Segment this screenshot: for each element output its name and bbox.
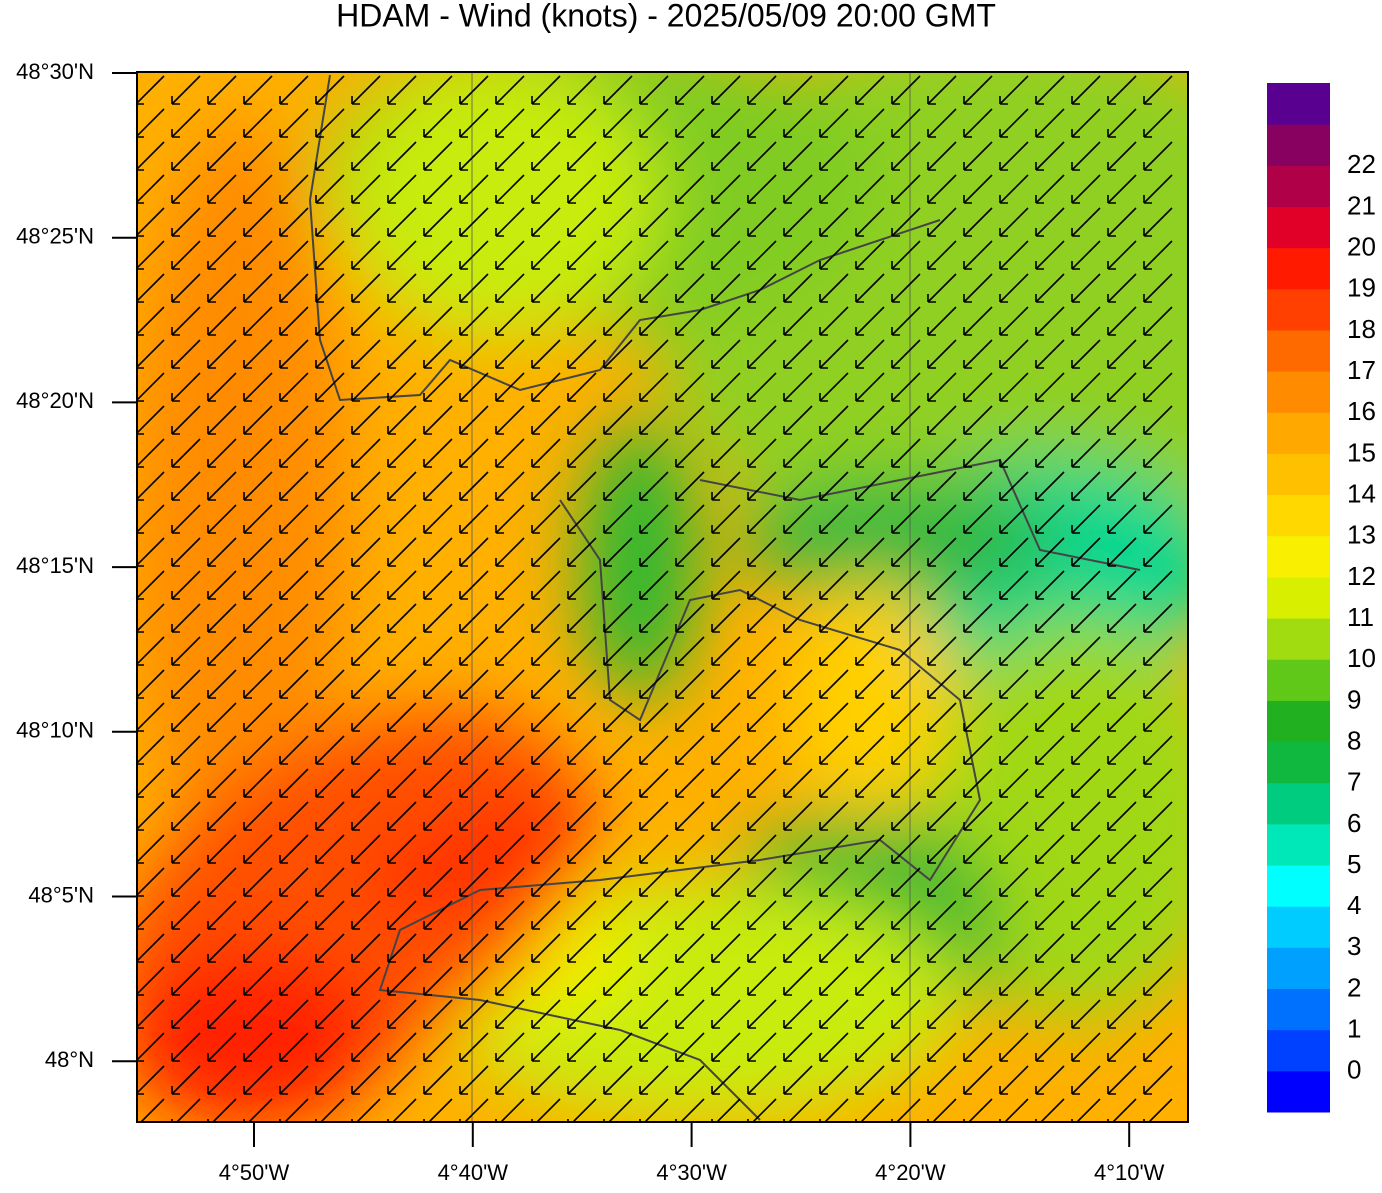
colorbar-label: 20 (1347, 232, 1376, 262)
colorbar-label: 16 (1347, 396, 1376, 426)
colorbar-label: 10 (1347, 643, 1376, 673)
colorbar-box (1267, 453, 1330, 496)
y-tick-label: 48°N (45, 1047, 94, 1072)
colorbar-box (1267, 124, 1330, 166)
colorbar-box (1267, 865, 1330, 907)
colorbar-box (1267, 782, 1330, 825)
colorbar-box (1267, 576, 1330, 619)
colorbar-label: 17 (1347, 355, 1376, 385)
colorbar-label: 4 (1347, 890, 1361, 920)
colorbar-box (1267, 700, 1330, 743)
colorbar-box (1267, 83, 1330, 125)
colorbar-label: 1 (1347, 1014, 1361, 1044)
colorbar-label: 22 (1347, 149, 1376, 179)
colorbar-box (1267, 659, 1330, 701)
x-tick-label: 4°50'W (219, 1160, 290, 1185)
colorbar-box (1267, 741, 1330, 784)
colorbar-box (1267, 371, 1330, 413)
colorbar-label: 14 (1347, 478, 1376, 508)
colorbar-label: 5 (1347, 849, 1361, 879)
y-tick-label: 48°25'N (16, 224, 94, 249)
colorbar-label: 19 (1347, 273, 1376, 303)
colorbar-label: 2 (1347, 972, 1361, 1002)
colorbar-box (1267, 329, 1330, 372)
colorbar-box (1267, 494, 1330, 537)
wind-field (137, 72, 1188, 1122)
colorbar-box (1267, 618, 1330, 660)
colorbar-box (1267, 247, 1330, 290)
x-tick-label: 4°40'W (438, 1160, 509, 1185)
y-tick-label: 48°5'N (28, 882, 94, 907)
y-tick-label: 48°10'N (16, 718, 94, 743)
colorbar-box (1267, 1029, 1330, 1072)
colorbar-label: 12 (1347, 561, 1376, 591)
y-tick-label: 48°30'N (16, 59, 94, 84)
colorbar-label: 13 (1347, 520, 1376, 550)
colorbar-label: 15 (1347, 437, 1376, 467)
wind-arrow (137, 75, 1173, 1122)
colorbar-label: 9 (1347, 684, 1361, 714)
colorbar-label: 6 (1347, 808, 1361, 838)
x-tick-label: 4°20'W (875, 1160, 946, 1185)
wind-arrows (137, 75, 1173, 1122)
colorbar-label: 0 (1347, 1055, 1361, 1085)
map-title: HDAM - Wind (knots) - 2025/05/09 20:00 G… (336, 0, 996, 33)
colorbar-box (1267, 412, 1330, 454)
colorbar-label: 8 (1347, 725, 1361, 755)
colorbar-box (1267, 823, 1330, 866)
colorbar-box (1267, 206, 1330, 249)
colorbar-box (1267, 288, 1330, 331)
colorbar-box (1267, 535, 1330, 578)
colorbar-box (1267, 988, 1330, 1031)
map-frame (136, 71, 1189, 1123)
colorbar-box (1267, 1070, 1330, 1113)
x-tick-label: 4°30'W (656, 1160, 727, 1185)
y-tick-label: 48°20'N (16, 388, 94, 413)
colorbar-label: 11 (1347, 602, 1374, 632)
colorbar-label: 18 (1347, 314, 1376, 344)
colorbar-box (1267, 906, 1330, 948)
colorbar-box (1267, 947, 1330, 990)
colorbar-label: 3 (1347, 931, 1361, 961)
colorbar-label: 21 (1347, 190, 1376, 220)
x-tick-label: 4°10'W (1094, 1160, 1165, 1185)
y-tick-label: 48°15'N (16, 553, 94, 578)
colorbar-label: 7 (1347, 767, 1361, 797)
colorbar-box (1267, 165, 1330, 207)
